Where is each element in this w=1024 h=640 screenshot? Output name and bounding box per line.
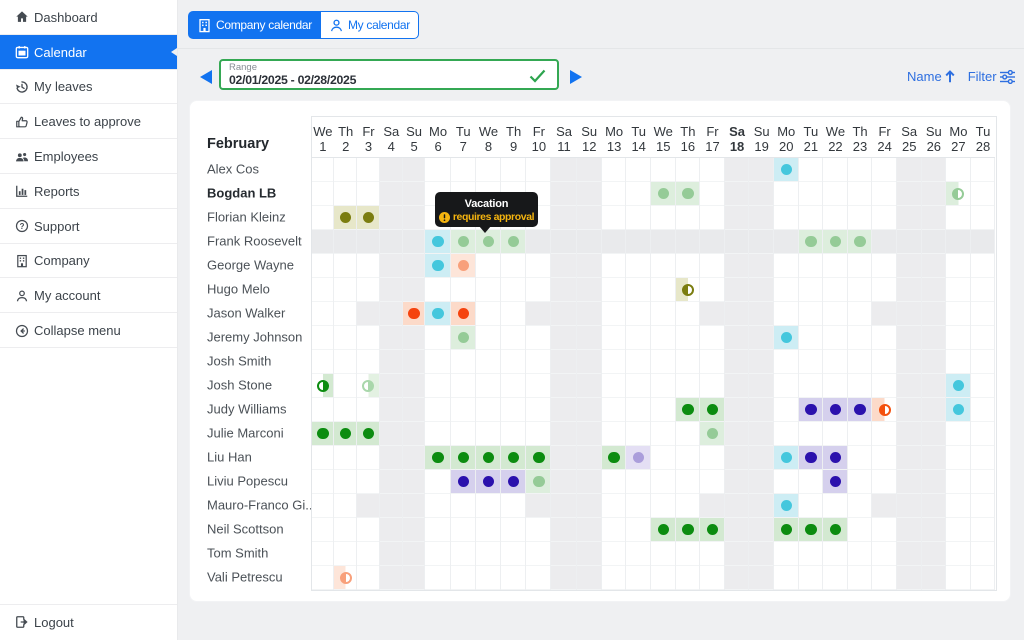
svg-text:?: ? [20,222,25,231]
